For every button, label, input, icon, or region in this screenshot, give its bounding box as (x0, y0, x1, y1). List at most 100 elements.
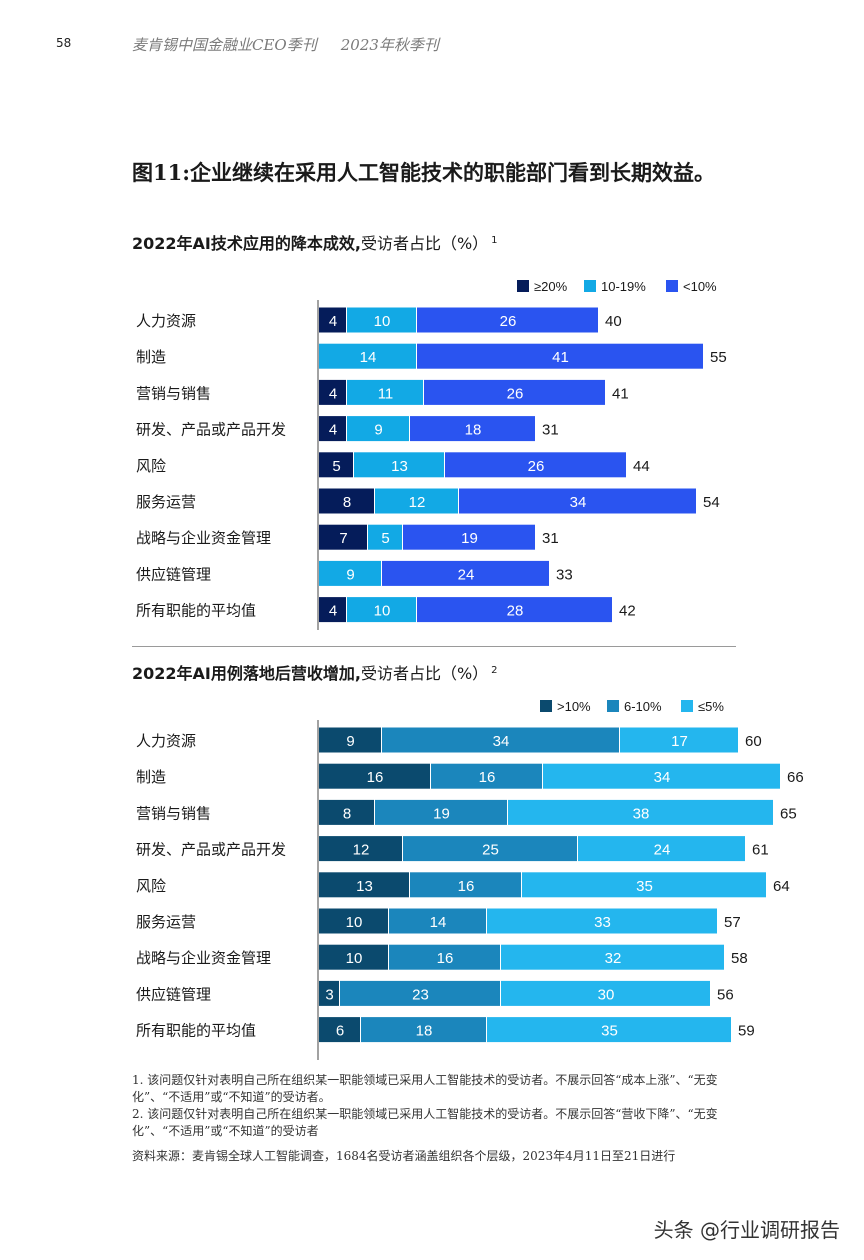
watermark: 头条 @行业调研报告 (653, 1218, 840, 1242)
bar-segment (319, 452, 353, 478)
chart1-title: 2022年AI技术应用的降本成效,受访者占比（%） 1 (132, 230, 498, 254)
segment-value-label: 7 (339, 530, 347, 547)
category-label: 人力资源 (136, 312, 196, 330)
legend-label: <10% (683, 279, 717, 294)
bar-segment (347, 307, 416, 333)
segment-value-label: 34 (570, 494, 587, 511)
segment-value-label: 24 (654, 842, 671, 859)
chart1-title-rest: 受访者占比（%） (360, 234, 489, 253)
legend-swatch (607, 700, 619, 712)
segment-value-label: 32 (605, 950, 622, 967)
bar-segment (319, 872, 409, 898)
segment-value-label: 4 (329, 313, 337, 330)
segment-value-label: 18 (465, 422, 482, 439)
segment-value-label: 19 (433, 805, 450, 822)
bar-segment (319, 524, 367, 550)
bar-segment (319, 836, 402, 862)
segment-value-label: 3 (325, 986, 333, 1003)
bar-segment (347, 597, 416, 623)
category-label: 战略与企业资金管理 (136, 949, 271, 967)
legend-swatch (584, 280, 596, 292)
bar-segment (319, 727, 381, 753)
segment-value-label: 16 (437, 950, 454, 967)
bar-segment (389, 908, 486, 934)
segment-value-label: 33 (594, 914, 611, 931)
bar-segment (445, 452, 626, 478)
bar-segment (319, 944, 388, 970)
bar-segment (620, 727, 738, 753)
bar-segment (431, 763, 542, 789)
bar-segment (543, 763, 780, 789)
segment-value-label: 26 (528, 458, 545, 475)
segment-value-label: 13 (391, 458, 408, 475)
segment-value-label: 34 (493, 733, 510, 750)
bar-segment (319, 597, 346, 623)
chart2-title-rest: 受访者占比（%） (360, 664, 489, 683)
segment-value-label: 16 (479, 769, 496, 786)
footnotes: 1. 该问题仅针对表明自己所在组织某一职能领域已采用人工智能技术的受访者。不展示… (132, 1072, 742, 1165)
category-label: 风险 (136, 877, 166, 895)
segment-value-label: 4 (329, 422, 337, 439)
segment-value-label: 24 (458, 566, 475, 583)
source-note: 资料来源：麦肯锡全球人工智能调查，1684名受访者涵盖组织各个层级，2023年4… (132, 1149, 676, 1163)
total-value-label: 61 (752, 842, 769, 859)
legend-swatch (666, 280, 678, 292)
legend-label: 10-19% (601, 279, 646, 294)
segment-value-label: 14 (360, 349, 377, 366)
segment-value-label: 4 (329, 385, 337, 402)
bar-segment (508, 799, 773, 825)
segment-value-label: 38 (633, 805, 650, 822)
segment-value-label: 19 (461, 530, 478, 547)
segment-value-label: 12 (353, 842, 370, 859)
segment-value-label: 30 (598, 986, 615, 1003)
total-value-label: 44 (633, 458, 650, 475)
category-label: 风险 (136, 457, 166, 475)
bar-segment (368, 524, 402, 550)
bar-segment (424, 379, 605, 405)
legend-swatch (681, 700, 693, 712)
bar-segment (417, 307, 598, 333)
footnote-1: 1. 该问题仅针对表明自己所在组织某一职能领域已采用人工智能技术的受访者。不展示… (132, 1073, 718, 1104)
category-label: 服务运营 (136, 913, 196, 931)
running-header: 麦肯锡中国金融业CEO季刊 2023年秋季刊 (132, 34, 439, 55)
legend-label: ≤5% (698, 699, 724, 714)
segment-value-label: 8 (343, 494, 351, 511)
bar-segment (319, 416, 346, 442)
segment-value-label: 9 (374, 422, 382, 439)
chart2-title-bold: 2022年AI用例落地后营收增加, (132, 664, 361, 683)
bar-segment (417, 343, 703, 369)
bar-segment (487, 1017, 731, 1043)
bar-segment (319, 799, 374, 825)
bar-segment (319, 980, 339, 1006)
category-label: 战略与企业资金管理 (136, 529, 271, 547)
segment-value-label: 6 (336, 1023, 344, 1040)
chart2-footnote-ref: 2 (491, 664, 498, 676)
total-value-label: 60 (745, 733, 762, 750)
bar-segment (319, 488, 374, 514)
segment-value-label: 10 (346, 914, 363, 931)
total-value-label: 41 (612, 385, 629, 402)
bar-segment (501, 944, 724, 970)
segment-value-label: 35 (636, 878, 653, 895)
segment-value-label: 10 (374, 603, 391, 620)
bar-segment (459, 488, 696, 514)
legend-swatch (540, 700, 552, 712)
total-value-label: 31 (542, 422, 559, 439)
segment-value-label: 28 (507, 603, 524, 620)
bar-segment (347, 379, 423, 405)
bar-segment (417, 597, 612, 623)
bar-segment (403, 524, 535, 550)
segment-value-label: 12 (409, 494, 426, 511)
segment-value-label: 11 (378, 385, 394, 402)
segment-value-label: 16 (367, 769, 384, 786)
total-value-label: 40 (605, 313, 622, 330)
segment-value-label: 5 (381, 530, 389, 547)
total-value-label: 42 (619, 603, 636, 620)
bar-segment (319, 763, 430, 789)
category-label: 所有职能的平均值 (136, 602, 256, 620)
total-value-label: 55 (710, 349, 727, 366)
bar-segment (354, 452, 444, 478)
category-label: 服务运营 (136, 493, 196, 511)
segment-value-label: 25 (482, 842, 499, 859)
bar-segment (340, 980, 500, 1006)
